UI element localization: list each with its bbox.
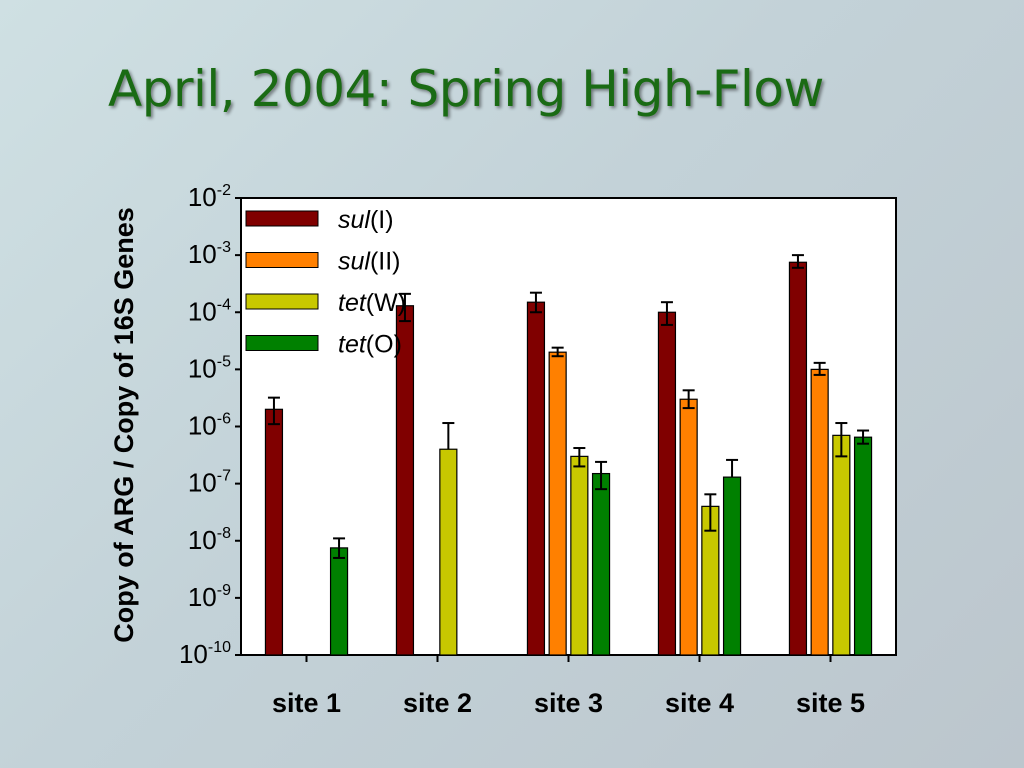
y-tick-label: 10-10 [179,639,231,669]
x-tick-label: site 3 [534,688,603,718]
bar [788,261,808,656]
legend: sul(I) sul(II) tet(W) tet(O) [245,206,406,359]
y-tick-label: 10-6 [188,411,231,441]
x-tick-label: site 4 [665,688,734,718]
y-tick-label: 10-7 [188,468,231,498]
bar [570,455,589,656]
bar [264,408,284,656]
y-tick-label: 10-3 [188,239,231,269]
bar [526,301,546,656]
legend-label: sul(II) [338,248,401,276]
bars-layer [264,261,873,656]
y-axis: 10-2 10-3 10-4 10-5 10-6 10-7 10-8 10-9 10-10 [179,182,241,669]
bar [439,448,458,656]
bar [722,476,742,656]
y-tick-label: 10-5 [188,353,231,383]
legend-swatch [245,252,319,268]
y-axis-label: Copy of ARG / Copy of 16S Genes [109,207,139,643]
x-tick-label: site 1 [272,688,341,718]
y-tick-label: 10-9 [188,582,231,612]
legend-swatch [245,293,319,310]
bar [853,436,873,656]
x-tick-label: site 2 [403,688,472,718]
bar [591,472,611,656]
bar [329,547,349,656]
plot-area [240,197,897,656]
legend-label: sul(I) [338,206,394,234]
error-bars-layer [267,254,870,559]
y-tick-label: 10-8 [188,525,231,555]
bar [679,398,698,656]
bar [832,434,851,656]
y-tick-label: 10-2 [188,182,231,212]
legend-swatch [245,210,319,227]
x-axis: site 1 site 2 site 3 site 4 site 5 [272,655,865,718]
bar [810,368,829,656]
legend-swatch [245,335,319,351]
slide-title: April, 2004: Spring High-Flow [108,60,824,118]
bar [548,351,567,656]
y-tick-label: 10-4 [188,296,231,326]
legend-label: tet(W) [338,289,406,317]
legend-label: tet(O) [338,331,402,359]
x-tick-label: site 5 [796,688,865,718]
bar [657,311,677,656]
